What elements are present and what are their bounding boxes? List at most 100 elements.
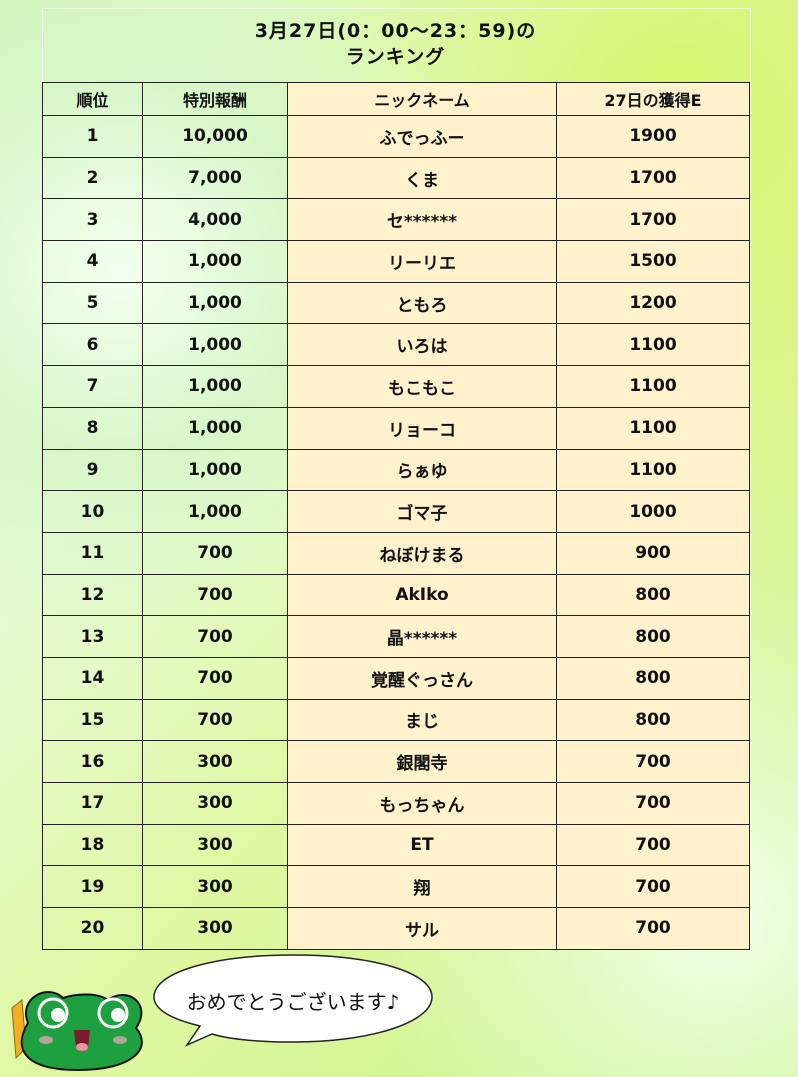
points-cell: 1100 [556, 365, 750, 408]
table-row: 10 1,000 ゴマ子 1000 [42, 490, 750, 533]
table-row: 14 700 覚醒ぐっさん 800 [42, 656, 750, 700]
reward-cell: 1,000 [142, 240, 288, 283]
points-cell: 700 [556, 740, 750, 783]
points-cell: 1500 [556, 240, 750, 283]
rank-cell: 7 [42, 365, 143, 408]
rank-cell: 10 [42, 490, 143, 533]
table-row: 15 700 まじ 800 [42, 698, 750, 742]
page-title: 3月27日(0：00〜23：59)の ランキング [42, 18, 749, 70]
table-row: 16 300 銀閣寺 700 [42, 740, 750, 783]
ranking-table: 順位 特別報酬 ニックネーム 27日の獲得E 1 10,000 ふでっふー 1900 2… [42, 82, 750, 950]
title-line-1: 3月27日(0：00〜23：59)の [254, 20, 537, 42]
speech-bubble [153, 954, 433, 1047]
rank-cell: 19 [42, 865, 143, 909]
rank-cell: 6 [42, 323, 143, 367]
reward-cell: 1,000 [142, 323, 288, 367]
table-row: 9 1,000 らぁゆ 1100 [42, 448, 750, 492]
nickname-cell: 翔 [287, 865, 557, 909]
reward-cell: 7,000 [142, 156, 288, 200]
reward-cell: 1,000 [142, 448, 288, 492]
nickname-cell: リーリエ [287, 240, 557, 283]
nickname-cell: もっちゃん [287, 782, 557, 825]
reward-cell: 700 [142, 698, 288, 742]
header-nickname: ニックネーム [287, 82, 557, 116]
points-cell: 1100 [556, 406, 750, 450]
reward-cell: 1,000 [142, 406, 288, 450]
reward-cell: 300 [142, 823, 288, 867]
reward-cell: 700 [142, 656, 288, 700]
points-cell: 1700 [556, 198, 750, 242]
points-cell: 700 [556, 907, 750, 950]
title-line-2: ランキング [345, 46, 446, 68]
rank-cell: 13 [42, 615, 143, 658]
reward-cell: 700 [142, 531, 288, 575]
points-cell: 700 [556, 823, 750, 867]
nickname-cell: ねぼけまる [287, 531, 557, 575]
table-row: 20 300 サル 700 [42, 907, 750, 950]
points-cell: 800 [556, 573, 750, 617]
points-cell: 1000 [556, 490, 750, 533]
points-cell: 1100 [556, 448, 750, 492]
rank-cell: 18 [42, 823, 143, 867]
table-row: 5 1,000 ともろ 1200 [42, 281, 750, 325]
reward-cell: 1,000 [142, 490, 288, 533]
reward-cell: 10,000 [142, 115, 288, 158]
reward-cell: 300 [142, 865, 288, 909]
points-cell: 800 [556, 615, 750, 658]
points-cell: 1200 [556, 281, 750, 325]
rank-cell: 1 [42, 115, 143, 158]
reward-cell: 1,000 [142, 281, 288, 325]
points-cell: 900 [556, 531, 750, 575]
nickname-cell: ともろ [287, 281, 557, 325]
table-row: 6 1,000 いろは 1100 [42, 323, 750, 367]
reward-cell: 300 [142, 782, 288, 825]
header-points: 27日の獲得E [556, 82, 750, 116]
nickname-cell: ゴマ子 [287, 490, 557, 533]
congratulations-message: おめでとうございます♪ [186, 990, 400, 1014]
rank-cell: 16 [42, 740, 143, 783]
table-row: 8 1,000 リョーコ 1100 [42, 406, 750, 450]
rank-cell: 17 [42, 782, 143, 825]
table-row: 13 700 晶****** 800 [42, 615, 750, 658]
rank-cell: 20 [42, 907, 143, 950]
rank-cell: 9 [42, 448, 143, 492]
points-cell: 800 [556, 656, 750, 700]
points-cell: 800 [556, 698, 750, 742]
table-row: 12 700 AkIko 800 [42, 573, 750, 617]
rank-cell: 14 [42, 656, 143, 700]
rank-cell: 3 [42, 198, 143, 242]
rank-cell: 15 [42, 698, 143, 742]
nickname-cell: くま [287, 156, 557, 200]
reward-cell: 700 [142, 615, 288, 658]
table-row: 2 7,000 くま 1700 [42, 156, 750, 200]
table-header-row: 順位 特別報酬 ニックネーム 27日の獲得E [42, 82, 750, 116]
nickname-cell: ET [287, 823, 557, 867]
reward-cell: 4,000 [142, 198, 288, 242]
nickname-cell: いろは [287, 323, 557, 367]
nickname-cell: まじ [287, 698, 557, 742]
rank-cell: 12 [42, 573, 143, 617]
reward-cell: 700 [142, 573, 288, 617]
points-cell: 700 [556, 782, 750, 825]
reward-cell: 300 [142, 907, 288, 950]
reward-cell: 300 [142, 740, 288, 783]
frog-mascot-icon [11, 991, 143, 1072]
table-row: 17 300 もっちゃん 700 [42, 782, 750, 825]
points-cell: 700 [556, 865, 750, 909]
table-row: 3 4,000 セ****** 1700 [42, 198, 750, 242]
nickname-cell: サル [287, 907, 557, 950]
nickname-cell: らぁゆ [287, 448, 557, 492]
nickname-cell: セ****** [287, 198, 557, 242]
rank-cell: 2 [42, 156, 143, 200]
table-row: 11 700 ねぼけまる 900 [42, 531, 750, 575]
table-row: 19 300 翔 700 [42, 865, 750, 909]
points-cell: 1900 [556, 115, 750, 158]
nickname-cell: AkIko [287, 573, 557, 617]
nickname-cell: ふでっふー [287, 115, 557, 158]
rank-cell: 11 [42, 531, 143, 575]
nickname-cell: 晶****** [287, 615, 557, 658]
nickname-cell: もこもこ [287, 365, 557, 408]
reward-cell: 1,000 [142, 365, 288, 408]
rank-cell: 4 [42, 240, 143, 283]
nickname-cell: 銀閣寺 [287, 740, 557, 783]
